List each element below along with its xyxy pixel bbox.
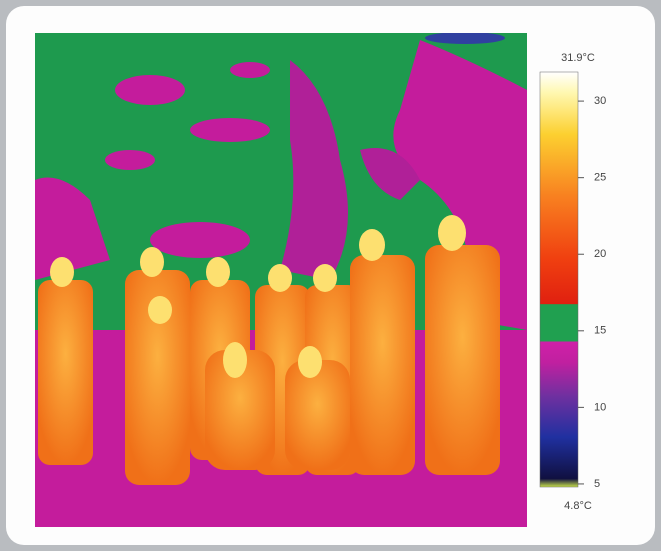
colorbar-min-label: 4.8°C bbox=[564, 500, 592, 512]
colorbar bbox=[540, 72, 578, 487]
thermal-image bbox=[35, 32, 527, 527]
tick-label: 25 bbox=[594, 172, 606, 184]
tick-label: 15 bbox=[594, 325, 606, 337]
colorbar-max-label: 31.9°C bbox=[561, 52, 595, 64]
tick-label: 5 bbox=[594, 478, 600, 490]
tick-label: 20 bbox=[594, 248, 606, 260]
tick-label: 10 bbox=[594, 401, 606, 413]
page: 31.9°C 4.8°C 51015202530 (() => { const … bbox=[0, 0, 661, 551]
thermal-view: 31.9°C 4.8°C 5 10 15 20 25 30 bbox=[0, 0, 661, 551]
tick-label: 30 bbox=[594, 95, 606, 107]
